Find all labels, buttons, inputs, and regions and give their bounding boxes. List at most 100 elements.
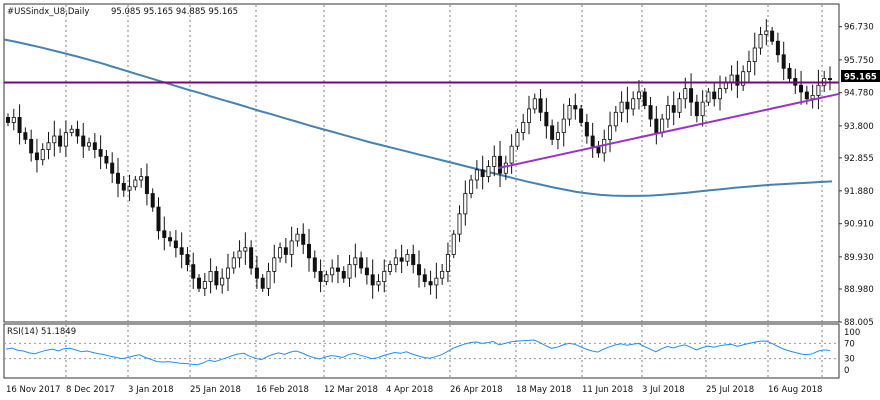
candle-up <box>376 281 381 286</box>
candle-down <box>573 105 578 110</box>
candle-up <box>133 179 138 188</box>
candle-up <box>486 166 491 178</box>
candle-up <box>700 101 705 117</box>
moving-average-layer <box>3 38 833 197</box>
candle-up <box>87 142 92 147</box>
candle-down <box>480 169 485 178</box>
candle-down <box>6 116 11 123</box>
candle-down <box>648 105 653 120</box>
candle-up <box>608 125 613 140</box>
y-tick-label: 90.910 <box>844 220 874 230</box>
candle-down <box>58 135 63 147</box>
x-tick-label: 16 Aug 2018 <box>768 385 822 395</box>
y-tick-label: 96.730 <box>844 23 874 33</box>
y-tick-label: 89.930 <box>844 253 874 263</box>
candle-down <box>694 101 699 117</box>
rsi-layer <box>4 339 839 366</box>
candle-down <box>399 257 404 262</box>
candle-up <box>474 169 479 181</box>
candle-down <box>197 277 202 289</box>
candle-down <box>156 206 161 232</box>
candle-up <box>225 267 230 279</box>
candle-down <box>579 108 584 123</box>
candle-up <box>677 98 682 113</box>
candle-up <box>11 116 16 123</box>
chart-header-symbol: #USSindx_U8,Daily <box>7 7 89 17</box>
candle-down <box>590 135 595 147</box>
candle-up <box>752 47 757 62</box>
candle-up <box>683 88 688 100</box>
candle-up <box>567 105 572 120</box>
candle-down <box>712 91 717 100</box>
candle-down <box>770 30 775 42</box>
candle-down <box>173 240 178 249</box>
current-price-label: 95.165 <box>844 73 877 83</box>
candle-up <box>272 257 277 272</box>
candle-up <box>295 233 300 242</box>
candle-down <box>359 257 364 269</box>
candle-up <box>69 128 74 134</box>
x-tick-label: 25 Jul 2018 <box>706 385 754 395</box>
candle-down <box>625 101 630 110</box>
candle-up <box>665 105 670 120</box>
candle-up <box>52 135 57 144</box>
candle-down <box>498 155 503 174</box>
candle-down <box>17 116 22 134</box>
x-tick-label: 26 Apr 2018 <box>450 385 503 395</box>
x-tick-label: 16 Nov 2017 <box>6 385 60 395</box>
candle-up <box>816 84 821 96</box>
candle-up <box>521 122 526 134</box>
candle-down <box>335 267 340 272</box>
candle-down <box>411 254 416 266</box>
candle-up <box>619 101 624 113</box>
candle-up <box>63 132 68 147</box>
candle-up <box>393 257 398 266</box>
candle-up <box>515 132 520 147</box>
candle-up <box>440 270 445 279</box>
rsi-header-label: RSI(14) 51.1849 <box>7 327 76 337</box>
candle-up <box>463 193 468 215</box>
candle-down <box>804 91 809 100</box>
candle-down <box>654 118 659 134</box>
candle-down <box>150 193 155 208</box>
candle-down <box>364 267 369 276</box>
candle-up <box>636 91 641 100</box>
trendline-layer <box>497 92 841 170</box>
candle-up <box>451 233 456 255</box>
candle-down <box>422 274 427 282</box>
price-panel-frame <box>3 3 840 323</box>
y-tick-label: 94.780 <box>844 89 874 99</box>
moving-average-line <box>3 38 833 197</box>
candle-up <box>434 277 439 286</box>
x-tick-label: 11 Jun 2018 <box>582 385 633 395</box>
candle-down <box>185 254 190 266</box>
chart-header-ohlc: 95.085 95.165 94.885 95.165 <box>111 7 238 17</box>
x-tick-label: 12 Mar 2018 <box>324 385 378 395</box>
candle-down <box>787 67 792 79</box>
candle-up <box>509 145 514 164</box>
candle-up <box>810 94 815 100</box>
x-tick-label: 16 Feb 2018 <box>256 385 309 395</box>
candle-down <box>121 182 126 191</box>
candle-up <box>353 257 358 266</box>
candle-up <box>40 149 45 161</box>
candle-down <box>249 247 254 269</box>
candle-up <box>202 281 207 289</box>
candle-down <box>550 125 555 140</box>
current-price-box <box>841 70 880 82</box>
candle-up <box>388 264 393 272</box>
candle-down <box>671 105 676 113</box>
candle-up <box>278 247 283 259</box>
x-tick-label: 8 Dec 2017 <box>66 385 115 395</box>
candle-up <box>532 98 537 110</box>
y-tick-label: 88.005 <box>844 318 874 328</box>
candle-up <box>706 91 711 103</box>
candle-up <box>231 257 236 269</box>
candle-up <box>469 179 474 194</box>
y-tick-label: 92.855 <box>844 154 874 164</box>
candle-up <box>741 71 746 86</box>
candle-down <box>312 257 317 272</box>
